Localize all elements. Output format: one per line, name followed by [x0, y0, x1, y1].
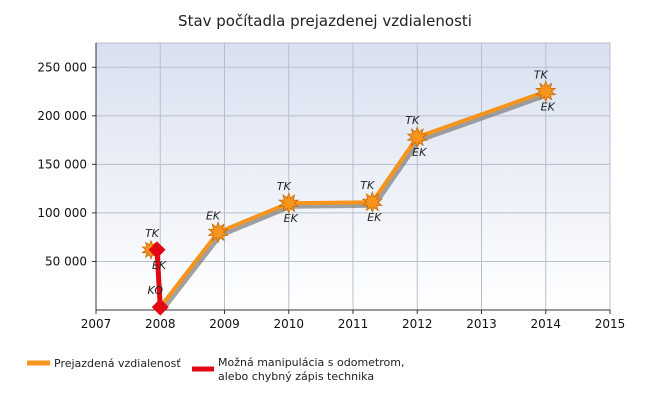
- y-tick-label: 150 000: [37, 157, 87, 171]
- x-tick-label: 2008: [145, 317, 176, 331]
- legend-label-distance: Prejazdená vzdialenosť: [54, 357, 181, 370]
- y-tick-label: 50 000: [45, 254, 87, 268]
- annotation-top: TK: [277, 180, 292, 193]
- annotation-top: TK: [145, 227, 160, 240]
- annotation-bottom: EK: [152, 259, 167, 272]
- annotation-top: TK: [534, 69, 549, 82]
- legend-item-distance: Prejazdená vzdialenosť: [27, 357, 181, 370]
- series-line-shadow: [160, 92, 549, 312]
- series-line: [158, 89, 547, 309]
- series-point-star: [278, 191, 300, 215]
- legend: Prejazdená vzdialenosť Možná manipulácia…: [27, 356, 404, 383]
- legend-label-manipulation-1: Možná manipulácia s odometrom,: [218, 356, 404, 369]
- x-tick-label: 2013: [466, 317, 497, 331]
- annotation-bottom: EK: [284, 212, 299, 225]
- manipulation-point-diamond: [148, 241, 166, 259]
- series-point-star: [535, 80, 557, 103]
- annotation-top: TK: [405, 114, 420, 127]
- y-tick-label: 100 000: [37, 206, 87, 220]
- x-tick-label: 2010: [273, 317, 304, 331]
- annotation-top: TK: [360, 179, 375, 192]
- y-tick-label: 200 000: [37, 109, 87, 123]
- annotation-bottom: EK: [367, 211, 382, 224]
- y-tick-label: 250 000: [37, 60, 87, 74]
- x-tick-label: 2012: [402, 317, 433, 331]
- axes: 2007 2008 2009 2010 2011 2012 2013 2014 2015 50 0…: [37, 43, 625, 331]
- annotation-bottom: EK: [541, 101, 556, 114]
- manipulation-line: [154, 249, 163, 308]
- series-manipulation: [141, 239, 169, 316]
- series-point-star: [406, 125, 428, 149]
- legend-label-manipulation-2: alebo chybný zápis technika: [218, 370, 374, 383]
- series-distance: [158, 80, 557, 312]
- x-tick-label: 2009: [209, 317, 240, 331]
- series-point-star: [207, 221, 229, 244]
- annotation-top: EK: [206, 209, 221, 222]
- annotation-bottom: EK: [412, 146, 427, 159]
- x-tick-label: 2015: [595, 317, 626, 331]
- x-tick-label: 2014: [530, 317, 561, 331]
- x-tick-label: 2011: [338, 317, 369, 331]
- series-point-star: [361, 191, 383, 214]
- legend-item-manipulation: Možná manipulácia s odometrom, alebo chy…: [192, 356, 404, 383]
- x-tick-label: 2007: [81, 317, 112, 331]
- manipulation-point-diamond: [151, 298, 169, 316]
- chart-title: Stav počítadla prejazdenej vzdialenosti: [178, 12, 472, 30]
- point-annotations: EK TK EK TK EK TK EK TK EK TK EK KO: [145, 69, 556, 298]
- annotation-top: KO: [147, 284, 163, 297]
